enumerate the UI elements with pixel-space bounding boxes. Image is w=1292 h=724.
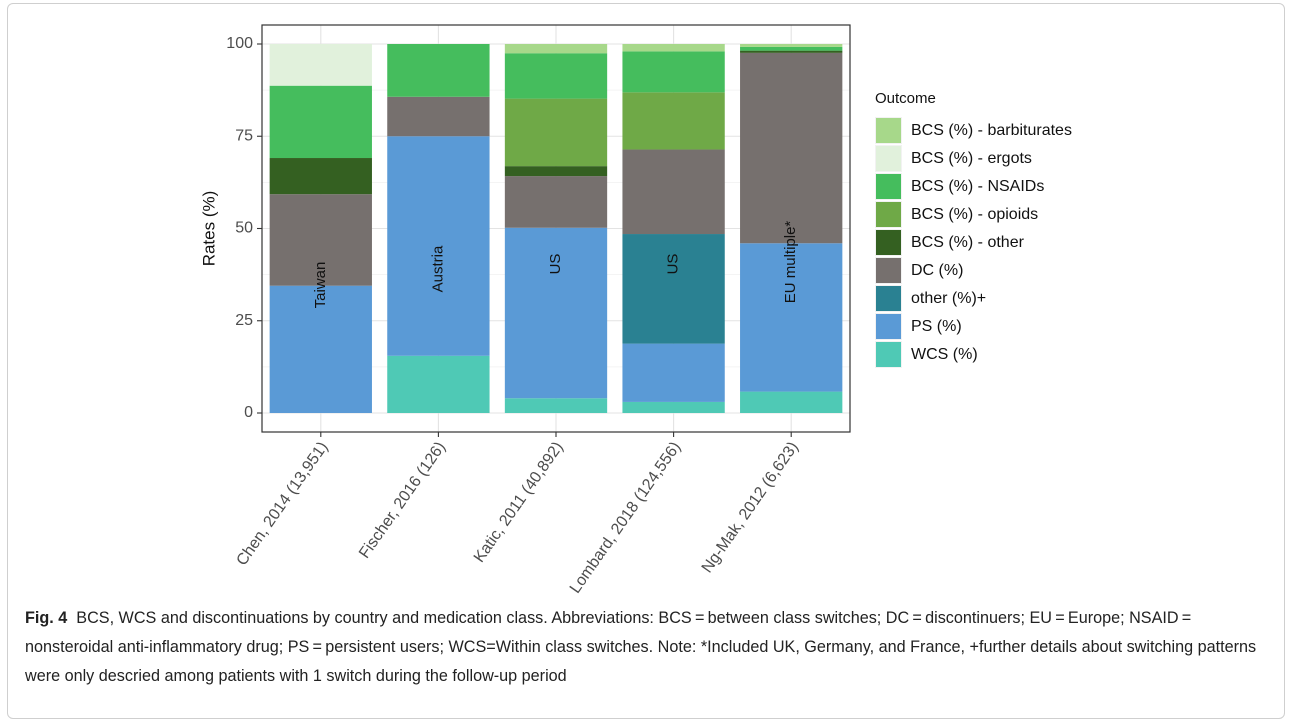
- bar-segment: [622, 92, 725, 150]
- legend-swatch: [876, 230, 901, 255]
- figure-frame: [7, 3, 1285, 719]
- bar-segment: [387, 44, 490, 97]
- bar-country-label: EU multiple*: [782, 221, 799, 304]
- x-tick-label: Fischer, 2016 (126): [356, 439, 449, 562]
- bar-segment: [622, 234, 725, 344]
- bar-country-label: Austria: [429, 245, 446, 292]
- bar-segment: [740, 44, 843, 47]
- legend-swatch: [876, 286, 901, 311]
- y-tick-label: 50: [235, 220, 253, 237]
- stacked-bar-chart: Taiwan Austria US US EU multiple* 0 25 50 75 100 R…: [199, 24, 1072, 597]
- bar-segment: [269, 44, 372, 86]
- caption-text: BCS, WCS and discontinuations by country…: [25, 609, 1257, 685]
- bar-segment: [622, 343, 725, 402]
- y-axis-title: Rates (%): [199, 191, 218, 267]
- legend-swatch: [876, 314, 901, 339]
- bar-country-label: US: [665, 254, 682, 275]
- bar-segment: [504, 53, 608, 99]
- legend-swatch: [876, 342, 901, 367]
- y-tick-label: 100: [226, 35, 253, 52]
- y-tick-label: 75: [235, 127, 253, 144]
- bar-segment: [740, 46, 843, 51]
- bar-country-label: US: [547, 254, 564, 275]
- x-tick-label: Chen, 2014 (13,951): [233, 439, 331, 569]
- bar-segment: [504, 176, 608, 228]
- bar-segment: [269, 158, 372, 195]
- bar-segment: [740, 243, 843, 392]
- x-tick-label: Katic, 2011 (40,892): [471, 439, 567, 566]
- legend-label: BCS (%) - opioids: [911, 206, 1038, 223]
- legend-swatch: [876, 146, 901, 171]
- bar-segment: [504, 44, 608, 54]
- x-tick-label: Lombard, 2018 (124,556): [567, 439, 685, 597]
- bar-segment: [504, 166, 608, 177]
- bar-segment: [622, 149, 725, 235]
- bar-segment: [504, 398, 608, 413]
- bar-country-label: Taiwan: [312, 262, 329, 309]
- legend-label: DC (%): [911, 262, 963, 279]
- legend-label: BCS (%) - other: [911, 234, 1025, 251]
- legend-label: other (%)+: [911, 290, 986, 307]
- legend-label: WCS (%): [911, 346, 978, 363]
- legend-label: BCS (%) - NSAIDs: [911, 178, 1044, 195]
- figure-caption: Fig. 4 BCS, WCS and discontinuations by …: [25, 604, 1270, 691]
- legend-label: PS (%): [911, 318, 962, 335]
- bar-segment: [269, 285, 372, 413]
- legend-swatch: [876, 258, 901, 283]
- x-tick-label: Ng-Mak, 2012 (6,623): [699, 439, 802, 576]
- figure-label: Fig. 4: [25, 609, 68, 627]
- legend-swatch: [876, 174, 901, 199]
- bar-segment: [387, 355, 490, 413]
- bar-segment: [269, 85, 372, 159]
- legend-swatch: [876, 118, 901, 143]
- y-tick-label: 0: [244, 404, 253, 421]
- legend-title: Outcome: [875, 90, 936, 107]
- bar-segment: [740, 52, 843, 244]
- legend-label: BCS (%) - ergots: [911, 150, 1032, 167]
- bar-segment: [622, 401, 725, 413]
- bar-segment: [387, 96, 490, 137]
- bar-segment: [387, 136, 490, 356]
- y-tick-label: 25: [235, 312, 253, 329]
- bar-segment: [740, 50, 843, 53]
- bar-segment: [269, 194, 372, 286]
- legend-swatch: [876, 202, 901, 227]
- bar-segment: [504, 227, 608, 399]
- bar-segment: [622, 51, 725, 93]
- bar-segment: [622, 44, 725, 52]
- bar-segment: [740, 391, 843, 413]
- legend-label: BCS (%) - barbiturates: [911, 122, 1072, 139]
- bar-segment: [504, 98, 608, 167]
